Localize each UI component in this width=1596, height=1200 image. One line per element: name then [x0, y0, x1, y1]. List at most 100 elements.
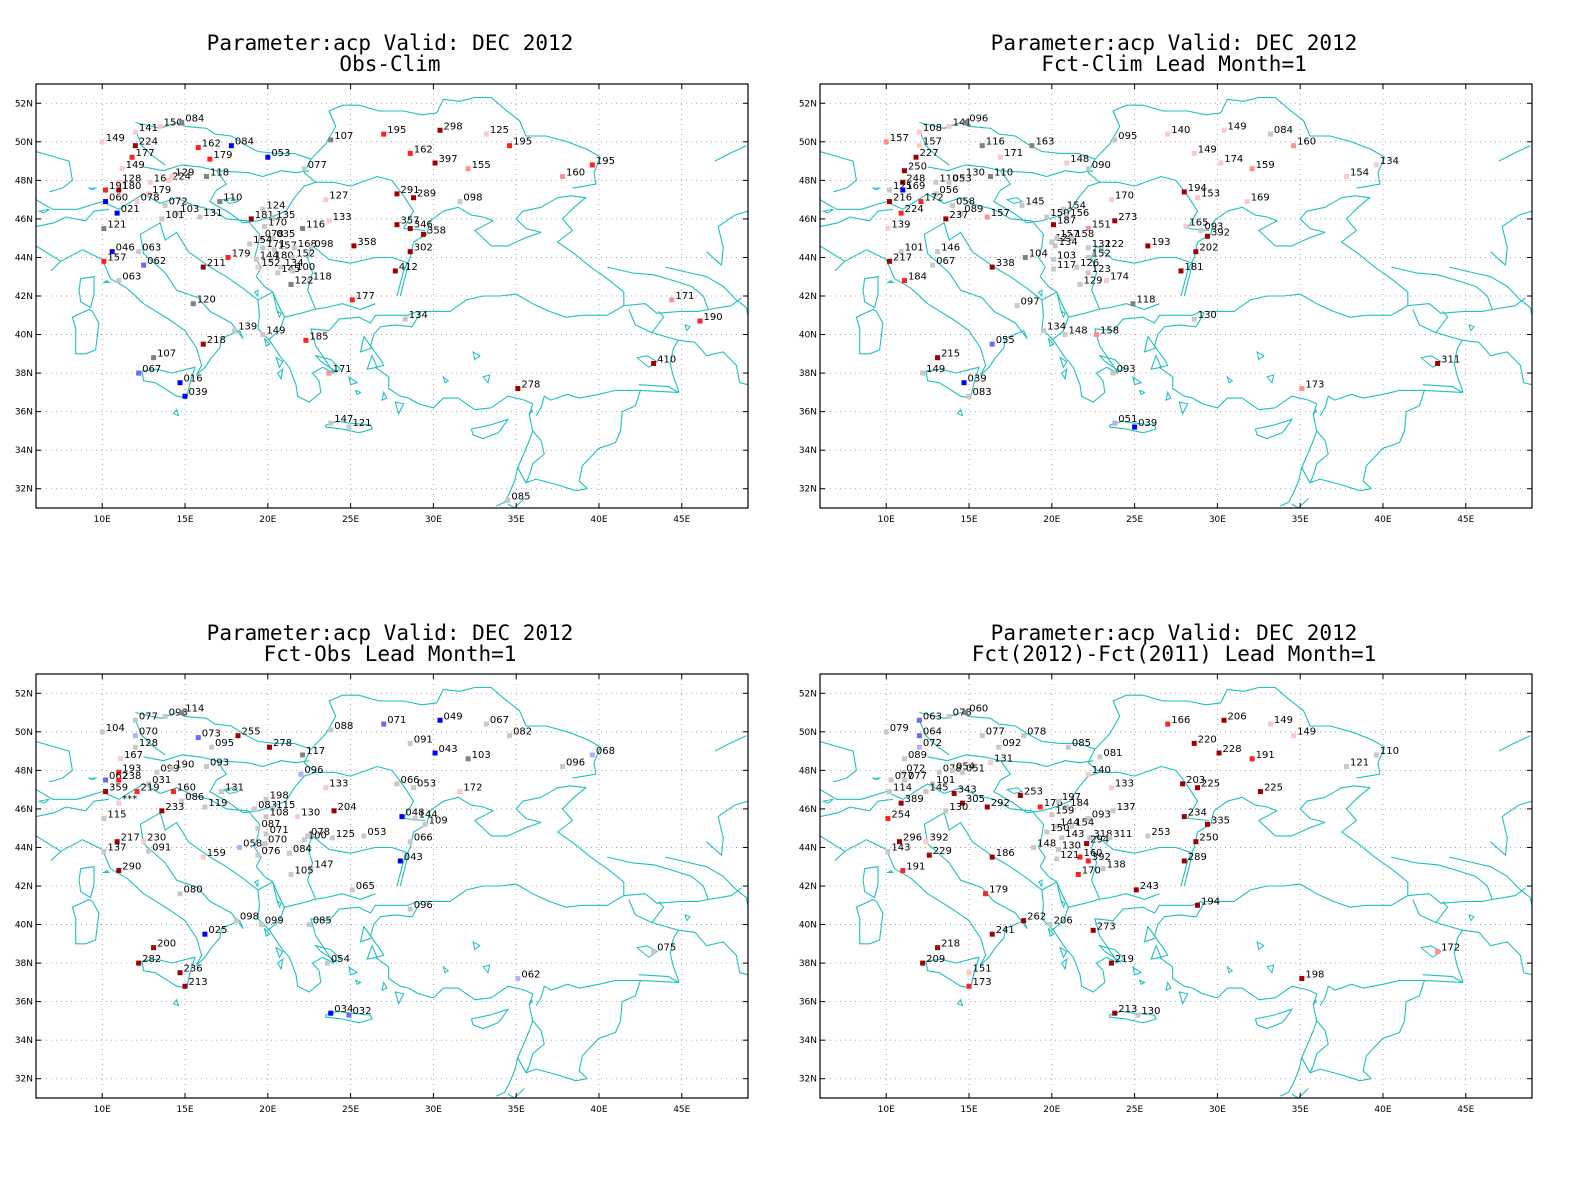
station-marker: 114	[887, 783, 912, 795]
station-square	[1108, 785, 1114, 791]
station-marker: 105	[288, 865, 314, 877]
station-square	[301, 837, 307, 843]
island-outline	[275, 946, 284, 959]
station-value: 206	[1228, 711, 1247, 722]
station-square	[1103, 278, 1109, 284]
station-square	[349, 297, 355, 303]
station-square	[1204, 233, 1210, 239]
station-marker: 025	[202, 925, 227, 937]
station-square	[651, 949, 657, 955]
station-square	[1022, 254, 1028, 260]
station-value: 172	[925, 193, 944, 204]
station-square	[916, 129, 922, 135]
station-square	[1108, 960, 1114, 966]
station-square	[200, 264, 206, 270]
station-marker: 181	[1178, 262, 1204, 274]
station-value: 302	[414, 243, 433, 254]
station-square	[258, 922, 264, 928]
station-marker: 073	[195, 729, 221, 741]
lake-outline	[221, 197, 240, 205]
station-value: 236	[184, 964, 203, 975]
station-marker: 147	[328, 414, 353, 426]
station-marker: 150	[1044, 208, 1069, 220]
station-marker: 099	[258, 916, 284, 928]
station-value: 088	[334, 721, 353, 732]
station-value: 138	[1107, 860, 1126, 871]
coastline	[1449, 266, 1532, 316]
station-marker: 077	[132, 711, 158, 723]
station-value: 213	[1118, 1004, 1137, 1015]
station-marker: 130	[1135, 1006, 1161, 1018]
station-value: 127	[329, 191, 348, 202]
station-square	[306, 278, 312, 284]
station-square	[1044, 214, 1050, 220]
station-square	[134, 199, 140, 205]
station-marker: 148	[1062, 326, 1088, 338]
station-marker: 078	[946, 707, 972, 719]
station-square	[300, 226, 306, 232]
station-marker: 118	[204, 168, 229, 180]
coastline	[1180, 195, 1409, 318]
station-marker: 067	[136, 364, 161, 376]
station-value: 346	[414, 220, 433, 231]
station-value: 114	[893, 783, 912, 794]
station-value: 155	[472, 160, 491, 171]
y-tick-label: 48N	[799, 766, 817, 776]
station-value: 170	[1115, 191, 1134, 202]
station-marker: 070	[262, 835, 287, 847]
lake-outline	[1312, 408, 1318, 415]
station-value: 166	[1171, 715, 1190, 726]
station-marker: 338	[989, 258, 1015, 270]
station-value: 130	[966, 168, 985, 179]
station-marker: 100	[301, 831, 327, 843]
station-value: 255	[242, 727, 261, 738]
station-value: 172	[1441, 943, 1460, 954]
station-value: 131	[225, 783, 244, 794]
station-marker: 181	[248, 210, 274, 222]
station-value: 128	[122, 173, 141, 184]
station-marker: 077	[888, 771, 914, 783]
station-marker: 076	[255, 846, 280, 858]
station-marker: 096	[963, 114, 988, 126]
island-outline	[1047, 928, 1055, 937]
station-square	[989, 264, 995, 270]
station-square	[288, 281, 294, 287]
station-square	[1291, 733, 1297, 739]
station-value: 278	[521, 380, 540, 391]
coastline	[1391, 266, 1493, 314]
station-value: 171	[1004, 148, 1023, 159]
station-marker: 087	[255, 819, 280, 831]
station-square	[303, 337, 309, 343]
station-marker: 160	[1291, 137, 1316, 149]
x-tick-label: 20E	[1043, 1105, 1060, 1115]
station-square	[989, 931, 995, 937]
station-value: 197	[1062, 792, 1081, 803]
station-square	[1064, 214, 1070, 220]
y-tick-label: 50N	[799, 728, 817, 738]
station-square	[132, 733, 138, 739]
station-value: 060	[969, 704, 988, 715]
station-square	[420, 231, 426, 237]
station-square	[146, 191, 152, 197]
station-square	[1014, 303, 1020, 309]
y-tick-label: 34N	[799, 1036, 817, 1046]
station-value: 241	[996, 925, 1015, 936]
station-value: 062	[109, 771, 128, 782]
station-square	[936, 769, 942, 775]
y-tick-label: 42N	[15, 882, 33, 892]
station-value: 110	[994, 168, 1013, 179]
station-marker: 292	[984, 798, 1010, 810]
station-value: 078	[265, 229, 284, 240]
station-value: 104	[106, 723, 125, 734]
station-value: 098	[463, 193, 482, 204]
station-value: 115	[107, 810, 126, 821]
panel-title-line2: Fct-Obs Lead Month=1	[263, 642, 517, 666]
station-square	[963, 120, 969, 126]
island-outline	[1143, 335, 1157, 353]
station-value: 198	[1305, 970, 1324, 981]
station-value: 141	[953, 117, 972, 128]
station-square	[266, 744, 272, 750]
y-tick-label: 38N	[15, 369, 33, 379]
lake-outline	[871, 777, 882, 781]
station-marker: 053	[265, 148, 290, 160]
